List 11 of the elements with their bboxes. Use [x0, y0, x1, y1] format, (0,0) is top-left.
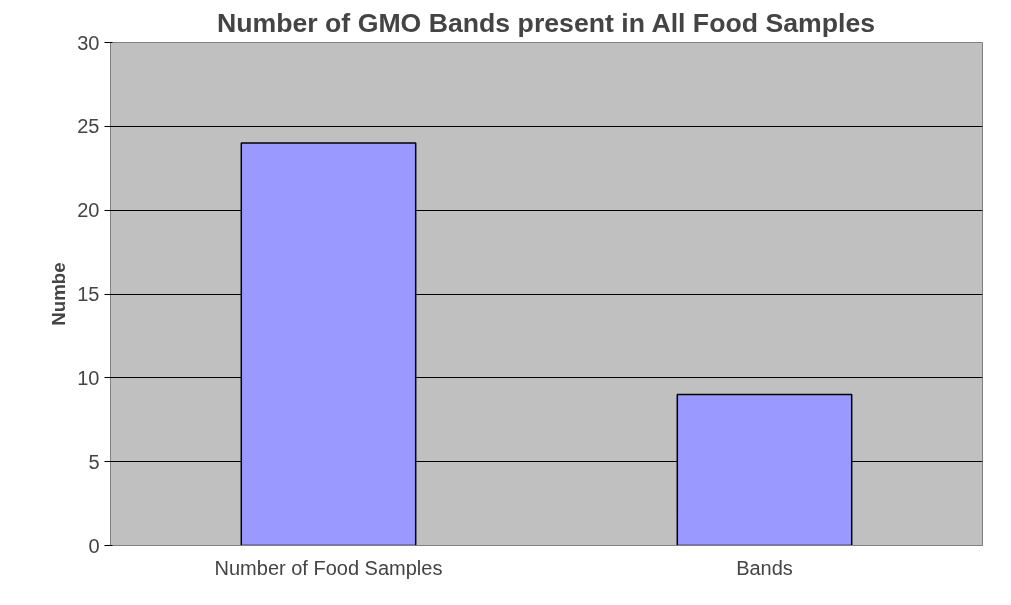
y-axis-title: Numbe [48, 262, 70, 326]
y-tick-label: 15 [77, 283, 100, 305]
x-tick-label: Bands [736, 556, 793, 579]
y-tick-label: 0 [88, 534, 100, 557]
y-tick-label: 25 [77, 115, 100, 138]
y-tick-label: 30 [77, 31, 100, 54]
y-tick-label: 20 [77, 199, 100, 222]
y-tick-label: 10 [77, 366, 100, 389]
y-tick-label: 5 [88, 450, 100, 473]
x-tick-label: Number of Food Samples [214, 556, 443, 579]
chart-title: Number of GMO Bands present in All Food Samples [216, 7, 876, 38]
